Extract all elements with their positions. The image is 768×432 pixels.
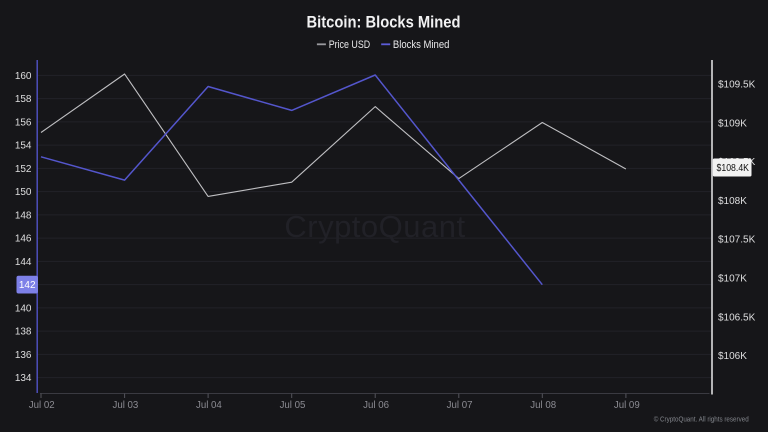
svg-text:Jul 09: Jul 09 [614, 400, 640, 411]
svg-text:136: 136 [15, 350, 32, 361]
svg-text:146: 146 [15, 234, 32, 245]
svg-text:Jul 08: Jul 08 [530, 400, 556, 411]
svg-text:158: 158 [15, 94, 32, 105]
svg-text:144: 144 [15, 257, 32, 268]
svg-text:Jul 05: Jul 05 [280, 400, 306, 411]
svg-text:Price USD: Price USD [329, 39, 371, 51]
svg-text:Jul 06: Jul 06 [363, 400, 389, 411]
svg-text:Bitcoin: Blocks Mined: Bitcoin: Blocks Mined [307, 13, 461, 32]
svg-text:Jul 02: Jul 02 [29, 400, 55, 411]
svg-text:160: 160 [15, 71, 32, 82]
svg-text:134: 134 [15, 373, 32, 384]
svg-text:Jul 04: Jul 04 [196, 400, 222, 411]
svg-text:138: 138 [15, 327, 32, 338]
svg-text:CryptoQuant: CryptoQuant [284, 209, 465, 244]
svg-text:$107K: $107K [718, 274, 747, 285]
svg-text:$109K: $109K [718, 118, 747, 129]
svg-text:152: 152 [15, 164, 32, 175]
svg-text:$109.5K: $109.5K [718, 80, 756, 91]
svg-text:Jul 03: Jul 03 [112, 400, 138, 411]
svg-text:156: 156 [15, 117, 32, 128]
svg-text:148: 148 [15, 210, 32, 221]
svg-text:Blocks Mined: Blocks Mined [393, 39, 450, 51]
svg-text:$108K: $108K [718, 196, 747, 207]
svg-text:150: 150 [15, 187, 32, 198]
svg-text:Jul 07: Jul 07 [447, 400, 473, 411]
svg-text:140: 140 [15, 303, 32, 314]
svg-text:$106K: $106K [718, 351, 747, 362]
svg-text:154: 154 [15, 141, 32, 152]
svg-text:$108.4K: $108.4K [717, 163, 750, 174]
svg-text:$106.5K: $106.5K [718, 312, 756, 323]
svg-text:$107.5K: $107.5K [718, 235, 756, 246]
svg-text:© CryptoQuant. All rights rese: © CryptoQuant. All rights reserved [654, 415, 749, 424]
svg-text:142: 142 [19, 280, 36, 291]
